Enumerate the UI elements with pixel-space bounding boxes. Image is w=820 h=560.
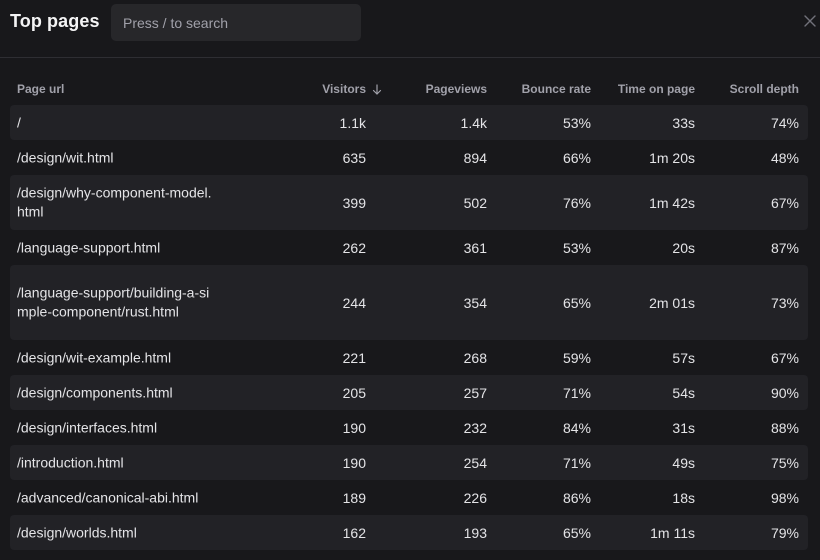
column-header-visitors[interactable]: Visitors (322, 82, 382, 96)
time-on-page-value: 1m 42s (649, 195, 695, 211)
scroll-depth-value: 48% (771, 150, 799, 166)
scroll-depth-value: 67% (771, 195, 799, 211)
time-on-page-value: 33s (672, 115, 695, 131)
pageviews-value: 361 (464, 240, 487, 256)
time-on-page-value: 18s (672, 490, 695, 506)
visitors-value: 190 (343, 455, 366, 471)
arrow-down-icon (372, 84, 382, 95)
column-header-page-url[interactable]: Page url (17, 82, 64, 96)
pageviews-value: 268 (464, 350, 487, 366)
pageviews-value: 193 (464, 525, 487, 541)
column-header-pageviews[interactable]: Pageviews (426, 82, 487, 96)
table-row[interactable]: /design/why-component-model.html 399 502… (10, 175, 808, 230)
visitors-value: 262 (343, 240, 366, 256)
page-url-link[interactable]: /design/components.html (17, 383, 217, 403)
scroll-depth-value: 67% (771, 350, 799, 366)
visitors-value: 189 (343, 490, 366, 506)
time-on-page-value: 1m 20s (649, 150, 695, 166)
search-input[interactable] (111, 4, 361, 41)
table-row[interactable]: /design/interfaces.html 190 232 84% 31s … (10, 410, 808, 445)
time-on-page-value: 49s (672, 455, 695, 471)
column-header-scroll-depth[interactable]: Scroll depth (730, 82, 799, 96)
page-url-link[interactable]: /design/worlds.html (17, 523, 217, 543)
column-header-bounce-rate[interactable]: Bounce rate (522, 82, 591, 96)
bounce-rate-value: 53% (563, 240, 591, 256)
time-on-page-value: 54s (672, 385, 695, 401)
page-url-link[interactable]: / (17, 113, 217, 133)
page-url-link[interactable]: /introduction.html (17, 453, 217, 473)
bounce-rate-value: 53% (563, 115, 591, 131)
visitors-value: 1.1k (340, 115, 366, 131)
visitors-value: 162 (343, 525, 366, 541)
column-header-time-on-page[interactable]: Time on page (618, 82, 695, 96)
table-row[interactable]: /design/wit.html 635 894 66% 1m 20s 48% (10, 140, 808, 175)
bounce-rate-value: 59% (563, 350, 591, 366)
table-row[interactable]: /design/worlds.html 162 193 65% 1m 11s 7… (10, 515, 808, 550)
scroll-depth-value: 90% (771, 385, 799, 401)
pageviews-value: 502 (464, 195, 487, 211)
scroll-depth-value: 88% (771, 420, 799, 436)
scroll-depth-value: 74% (771, 115, 799, 131)
visitors-value: 244 (343, 295, 366, 311)
bounce-rate-value: 65% (563, 525, 591, 541)
page-url-link[interactable]: /design/why-component-model.html (17, 183, 217, 222)
close-icon[interactable] (802, 13, 818, 29)
page-url-link[interactable]: /design/wit-example.html (17, 348, 217, 368)
pageviews-value: 354 (464, 295, 487, 311)
table-header: Page url Visitors Pageviews Bounce rate … (10, 70, 808, 105)
pageviews-value: 254 (464, 455, 487, 471)
visitors-value: 221 (343, 350, 366, 366)
scroll-depth-value: 73% (771, 295, 799, 311)
table-row[interactable]: /design/wit-example.html 221 268 59% 57s… (10, 340, 808, 375)
page-url-link[interactable]: /design/interfaces.html (17, 418, 217, 438)
table-row[interactable]: /design/components.html 205 257 71% 54s … (10, 375, 808, 410)
pageviews-value: 1.4k (461, 115, 487, 131)
bounce-rate-value: 65% (563, 295, 591, 311)
scroll-depth-value: 75% (771, 455, 799, 471)
column-header-visitors-label: Visitors (322, 82, 366, 96)
time-on-page-value: 31s (672, 420, 695, 436)
visitors-value: 190 (343, 420, 366, 436)
bounce-rate-value: 86% (563, 490, 591, 506)
bounce-rate-value: 71% (563, 455, 591, 471)
visitors-value: 635 (343, 150, 366, 166)
time-on-page-value: 2m 01s (649, 295, 695, 311)
time-on-page-value: 57s (672, 350, 695, 366)
page-url-link[interactable]: /language-support.html (17, 238, 217, 258)
pageviews-value: 894 (464, 150, 487, 166)
bounce-rate-value: 84% (563, 420, 591, 436)
page-url-link[interactable]: /design/wit.html (17, 148, 217, 168)
time-on-page-value: 1m 11s (650, 525, 695, 541)
scroll-depth-value: 87% (771, 240, 799, 256)
page-url-link[interactable]: /language-support/building-a-simple-comp… (17, 283, 217, 322)
modal-header: Top pages (0, 0, 820, 58)
pageviews-value: 257 (464, 385, 487, 401)
table-row[interactable]: / 1.1k 1.4k 53% 33s 74% (10, 105, 808, 140)
bounce-rate-value: 71% (563, 385, 591, 401)
pageviews-value: 226 (464, 490, 487, 506)
page-url-link[interactable]: /advanced/canonical-abi.html (17, 488, 217, 508)
visitors-value: 205 (343, 385, 366, 401)
table-row[interactable]: /introduction.html 190 254 71% 49s 75% (10, 445, 808, 480)
time-on-page-value: 20s (672, 240, 695, 256)
table-row[interactable]: /advanced/canonical-abi.html 189 226 86%… (10, 480, 808, 515)
header-divider (0, 57, 820, 58)
visitors-value: 399 (343, 195, 366, 211)
scroll-depth-value: 98% (771, 490, 799, 506)
table-row[interactable]: /language-support.html 262 361 53% 20s 8… (10, 230, 808, 265)
bounce-rate-value: 76% (563, 195, 591, 211)
scroll-depth-value: 79% (771, 525, 799, 541)
table-row[interactable]: /language-support/building-a-simple-comp… (10, 265, 808, 340)
top-pages-table: Page url Visitors Pageviews Bounce rate … (10, 70, 808, 550)
pageviews-value: 232 (464, 420, 487, 436)
bounce-rate-value: 66% (563, 150, 591, 166)
page-title: Top pages (10, 11, 100, 32)
